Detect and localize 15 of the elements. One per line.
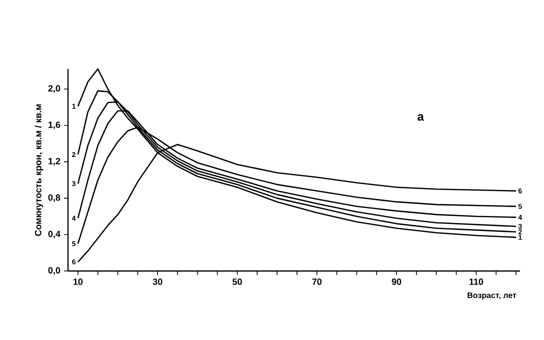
x-tick-label: 70 xyxy=(312,278,322,285)
y-tick-label: 0,8 xyxy=(48,194,60,202)
y-tick-label: 2,0 xyxy=(48,85,60,93)
annotation: а xyxy=(418,114,424,121)
y-tick-label: 0,4 xyxy=(48,230,60,238)
x-tick-label: 50 xyxy=(232,278,242,285)
y-tick-label: 1,6 xyxy=(48,122,60,130)
y-tick-label: 0,0 xyxy=(48,267,60,275)
x-tick-label: 110 xyxy=(469,278,484,285)
x-tick-label: 90 xyxy=(392,278,402,285)
x-tick-label: 10 xyxy=(74,278,83,285)
x-axis-title: Возраст, лет xyxy=(468,292,516,300)
y-tick-label: 1,2 xyxy=(48,158,60,166)
y-axis-title: Сомкнутость крон, кв.м / кв.м xyxy=(34,104,44,236)
x-tick-label: 30 xyxy=(152,278,162,285)
